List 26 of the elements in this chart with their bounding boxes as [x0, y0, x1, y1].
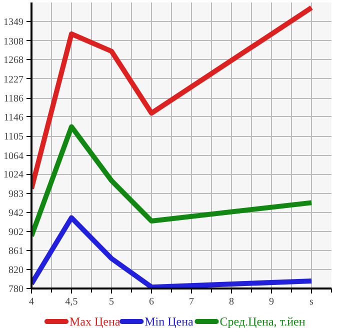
y-tick-label: 861 — [8, 246, 24, 258]
y-tick-label: 1349 — [4, 17, 24, 28]
y-tick-label: 1146 — [4, 112, 24, 124]
y-tick-label: 1227 — [4, 74, 24, 86]
y-tick-label: 942 — [8, 208, 24, 220]
x-tick-label: 6 — [149, 296, 154, 308]
x-tick-label: 7 — [189, 296, 194, 308]
y-tick-label: 902 — [8, 226, 24, 238]
y-tick-label: 983 — [8, 188, 24, 200]
y-tick-label: 1186 — [4, 94, 24, 105]
x-tick-label: 4,5 — [65, 296, 78, 308]
legend-label: Min Цена — [144, 314, 194, 328]
x-tick-label: s — [310, 296, 314, 308]
legend-label: Сред.Цена, т.йен — [220, 314, 306, 328]
y-tick-label: 820 — [8, 265, 24, 276]
y-tick-label: 1268 — [4, 55, 24, 66]
y-tick-label: 1105 — [4, 132, 24, 143]
y-tick-label: 1064 — [4, 150, 24, 162]
y-tick-label: 1308 — [4, 36, 24, 48]
x-tick-label: 5 — [109, 296, 114, 308]
x-tick-label: 8 — [229, 296, 234, 308]
x-tick-label: 4 — [29, 296, 34, 308]
legend-label: Max Цена — [70, 314, 121, 328]
y-tick-label: 1024 — [4, 170, 24, 181]
x-tick-label: 9 — [269, 296, 274, 308]
y-tick-label: 780 — [8, 284, 24, 295]
